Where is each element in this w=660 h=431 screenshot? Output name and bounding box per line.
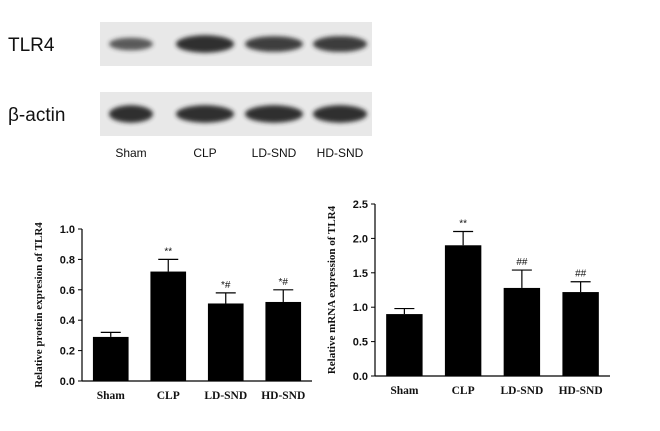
- blot-band: [176, 105, 234, 123]
- significance-label: **: [164, 246, 172, 257]
- blot-band: [109, 105, 153, 123]
- y-tick-label: 0.0: [353, 371, 368, 383]
- blot-lane-label: LD-SND: [252, 146, 297, 160]
- bar: [503, 287, 541, 376]
- y-tick-label: 0.2: [60, 346, 75, 358]
- bar: [92, 336, 129, 381]
- western-blot: TLR4 β-actin Sham CLP LD-SND HD-SND: [8, 22, 372, 160]
- x-tick-label: Sham: [97, 390, 126, 402]
- x-tick-label: Sham: [390, 385, 419, 397]
- y-tick-label: 0.5: [353, 337, 368, 349]
- significance-label: ##: [575, 269, 587, 280]
- blot-band: [245, 36, 303, 52]
- blot-band: [176, 35, 234, 53]
- blot-lane-label: Sham: [115, 146, 146, 160]
- x-tick-label: HD-SND: [559, 385, 603, 397]
- y-tick-label: 2.0: [353, 233, 368, 245]
- y-tick-label: 1.5: [353, 268, 368, 280]
- blot-row-label: TLR4: [8, 35, 55, 56]
- y-tick-label: 0.4: [60, 315, 76, 327]
- bar: [444, 245, 482, 376]
- x-tick-label: CLP: [452, 385, 475, 397]
- x-tick-label: LD-SND: [204, 390, 247, 402]
- blot-band: [109, 37, 153, 51]
- y-tick-label: 2.5: [353, 199, 368, 211]
- x-tick-label: HD-SND: [261, 390, 305, 402]
- y-tick-label: 0.0: [60, 376, 75, 388]
- bar: [386, 314, 423, 376]
- blot-row-label: β-actin: [8, 105, 65, 126]
- y-axis-label: Relative mRNA expression of TLR4: [326, 205, 338, 374]
- blot-band: [245, 105, 303, 123]
- blot-band: [313, 36, 367, 52]
- significance-label: ##: [516, 257, 528, 268]
- bar: [207, 303, 244, 381]
- significance-label: *#: [279, 277, 289, 288]
- bar: [150, 271, 187, 381]
- y-tick-label: 1.0: [353, 302, 368, 314]
- blot-band: [313, 105, 367, 123]
- mrna-bar-chart: 0.0 0.5 1.0 1.5 2.0 2.5 Relative mRNA expressi…: [326, 199, 610, 397]
- bar: [265, 301, 302, 381]
- bar: [562, 292, 599, 376]
- x-tick-label: LD-SND: [500, 385, 543, 397]
- protein-bar-chart: 0.0 0.2 0.4 0.6 0.8 1.0 Relative protein expre…: [33, 222, 312, 402]
- y-tick-label: 0.6: [60, 285, 75, 297]
- significance-label: *#: [221, 280, 231, 291]
- y-tick-label: 0.8: [60, 254, 75, 266]
- significance-label: **: [459, 219, 467, 230]
- x-tick-label: CLP: [157, 390, 180, 402]
- blot-lane-label: HD-SND: [317, 146, 364, 160]
- y-axis-label: Relative protein expresion of TLR4: [33, 222, 45, 388]
- y-tick-label: 1.0: [60, 224, 75, 236]
- blot-lane-label: CLP: [193, 146, 216, 160]
